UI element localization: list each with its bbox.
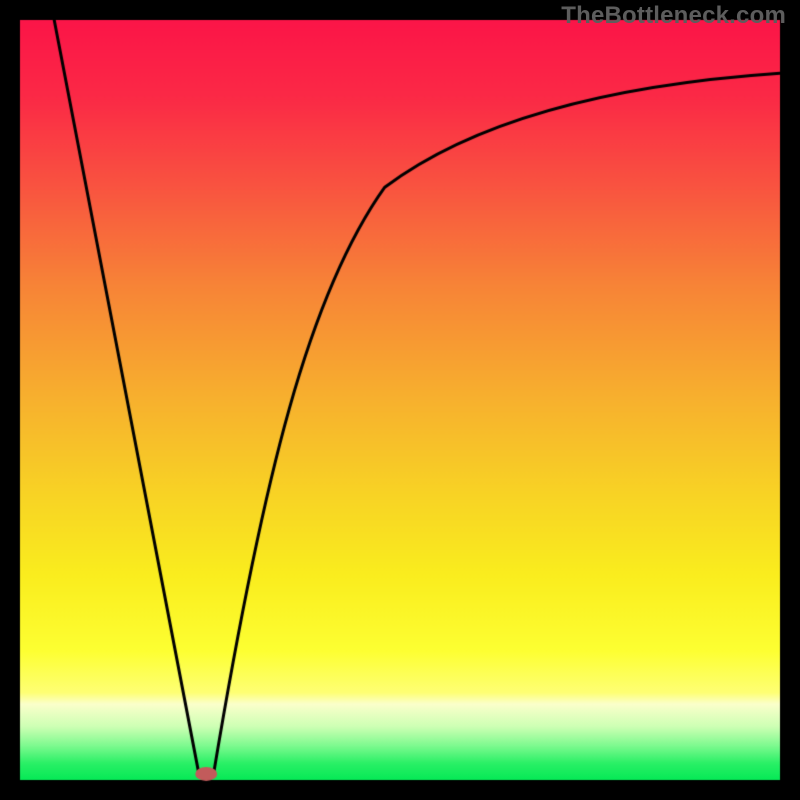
bottleneck-curve-chart [0, 0, 800, 800]
chart-container: TheBottleneck.com [0, 0, 800, 800]
watermark-text: TheBottleneck.com [561, 2, 786, 30]
